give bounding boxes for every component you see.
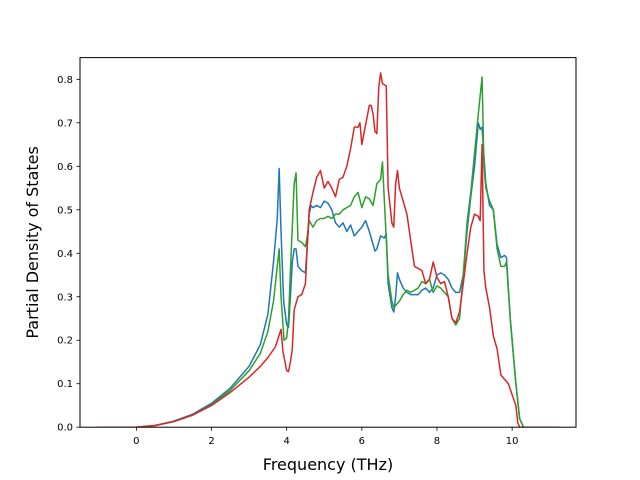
y-tick-label: 0.7 — [57, 118, 73, 129]
y-tick-label: 0.1 — [57, 379, 73, 390]
y-tick-label: 0.2 — [57, 336, 73, 347]
x-tick-label: 2 — [208, 436, 214, 447]
y-tick-label: 0.0 — [57, 423, 73, 434]
x-tick-label: 10 — [506, 436, 519, 447]
x-tick-label: 0 — [133, 436, 139, 447]
series-line-3 — [96, 72, 560, 428]
x-axis: 0 2 4 6 8 10 — [133, 427, 518, 447]
y-axis-title: Partial Density of States — [23, 146, 42, 338]
y-tick-label: 0.5 — [57, 205, 73, 216]
series-line-1 — [96, 122, 560, 428]
y-tick-label: 0.8 — [57, 75, 73, 86]
x-axis-title: Frequency (THz) — [263, 455, 393, 474]
x-tick-label: 4 — [283, 436, 289, 447]
y-tick-label: 0.4 — [57, 249, 73, 260]
series-line-2 — [96, 76, 560, 428]
y-axis: 0.0 0.1 0.2 0.3 0.4 0.5 0.6 0.7 0.8 — [57, 75, 80, 434]
y-tick-label: 0.6 — [57, 162, 73, 173]
x-tick-label: 6 — [359, 436, 365, 447]
y-tick-label: 0.3 — [57, 292, 73, 303]
series-layer — [96, 72, 560, 428]
x-tick-label: 8 — [434, 436, 440, 447]
plot-frame — [79, 57, 577, 428]
